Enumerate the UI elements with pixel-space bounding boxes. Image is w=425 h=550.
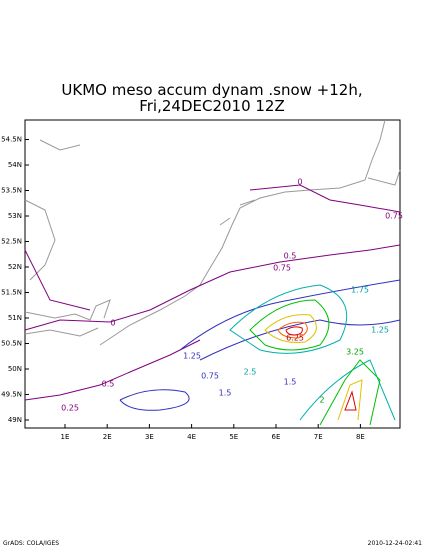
- contour-label: 3.25: [346, 348, 364, 357]
- contour: [119, 279, 401, 411]
- footer-left: GrADS: COLA/IGES: [3, 540, 59, 547]
- lon-tick-label: 3E: [145, 433, 154, 441]
- lon-tick-label: 6E: [272, 433, 281, 441]
- lat-tick-label: 53N: [8, 212, 22, 220]
- lat-tick-label: 51N: [8, 314, 22, 322]
- contour-label: 1.5: [284, 378, 297, 387]
- contour-label: 1.25: [371, 326, 389, 335]
- frame: [24, 119, 401, 429]
- coastline: [24, 119, 401, 346]
- contour-label: 6.25: [286, 334, 304, 343]
- contour-label: 0.75: [273, 264, 291, 273]
- coastline-inland: [24, 139, 81, 281]
- title-line-1: UKMO meso accum dynam .snow +12h,: [61, 81, 362, 99]
- lon-tick-label: 7E: [314, 433, 323, 441]
- map-ticks: 1E 2E 3E 4E 5E 6E 7E 8E 54.5N 54N 53.5N 53N 52.5N 52N…: [1, 136, 365, 442]
- contour-label: 0.75: [201, 372, 219, 381]
- contour-labels: 0 0 0.75 0.5 0.75 0.25 0.5 1.25 0.75 1.5…: [61, 178, 403, 413]
- lon-tick-label: 2E: [103, 433, 112, 441]
- contour: [264, 314, 363, 421]
- lat-tick-label: 49N: [8, 416, 22, 424]
- lat-tick-label: 52.5N: [1, 238, 22, 246]
- contour-label: 0: [110, 319, 115, 328]
- lat-tick-label: 54.5N: [1, 136, 22, 144]
- lat-tick-label: 50.5N: [1, 340, 22, 348]
- lon-tick-label: 1E: [61, 433, 70, 441]
- contour: [285, 326, 357, 411]
- title-line-2: Fri,24DEC2010 12Z: [139, 97, 285, 115]
- contour-label: 1.75: [351, 286, 369, 295]
- contour: [229, 284, 396, 421]
- contour-label: 0.75: [385, 212, 403, 221]
- contour-label: 2: [319, 396, 324, 405]
- contour-label: 0.5: [102, 380, 115, 389]
- contour: [249, 299, 381, 426]
- map-frame: [24, 119, 401, 429]
- lat-tick-label: 50N: [8, 365, 22, 373]
- contour: [277, 321, 308, 339]
- footer-right: 2010-12-24-02:41: [368, 540, 423, 547]
- lat-tick-label: 49.5N: [1, 391, 22, 399]
- lat-tick-label: 52N: [8, 263, 22, 271]
- contour-label: 1.5: [219, 389, 232, 398]
- lat-tick-label: 54N: [8, 161, 22, 169]
- contour-label: 0.25: [61, 404, 79, 413]
- contour-label: 0: [297, 178, 302, 187]
- lon-tick-label: 8E: [356, 433, 365, 441]
- lat-tick-label: 53.5N: [1, 187, 22, 195]
- contour-label: 2.5: [244, 368, 257, 377]
- contour: [24, 184, 401, 401]
- contour-label: 0.5: [284, 252, 297, 261]
- contour-label: 1.25: [183, 352, 201, 361]
- lat-tick-label: 51.5N: [1, 289, 22, 297]
- lon-tick-label: 5E: [229, 433, 238, 441]
- lon-tick-label: 4E: [187, 433, 196, 441]
